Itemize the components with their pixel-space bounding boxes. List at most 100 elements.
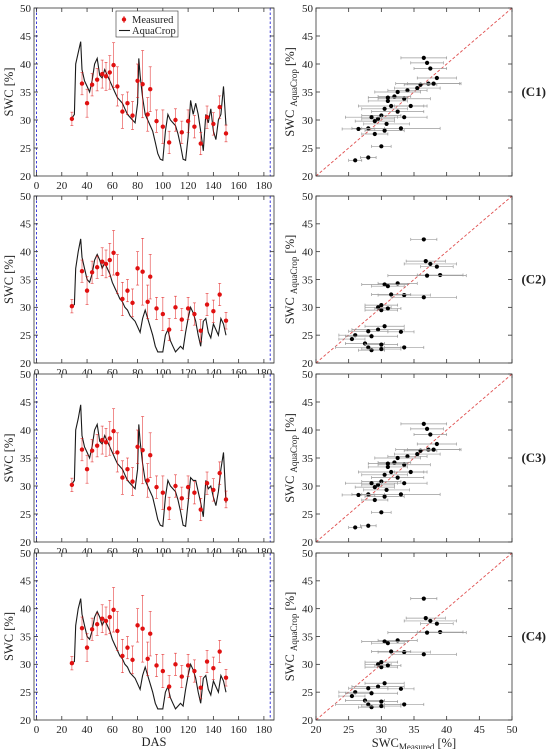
scatter-point <box>369 348 374 353</box>
scatter-point <box>375 305 381 310</box>
x-axis-label: SWCMeasured [%] <box>372 736 456 749</box>
measured-point <box>120 109 125 114</box>
scatter-point <box>398 126 404 131</box>
y-tick-label: 30 <box>20 302 32 314</box>
measured-point <box>103 261 109 267</box>
measured-point <box>100 259 105 264</box>
y-axis-label: SWC AquaCrop [%] <box>283 592 299 682</box>
y-axis-label-unit: [%] <box>283 592 297 614</box>
y-axis-label: SWC AquaCrop [%] <box>283 235 299 325</box>
scatter-point <box>375 482 381 487</box>
scatter-point <box>405 454 410 459</box>
y-tick-label: 40 <box>20 425 32 437</box>
scatter-point <box>379 346 384 352</box>
measured-point <box>100 616 105 621</box>
x-tick-label: 40 <box>82 546 94 558</box>
y-tick-label: 25 <box>302 687 314 699</box>
y-tick-label: 40 <box>20 603 32 615</box>
scatter-point <box>428 432 433 437</box>
scatter-point <box>434 621 439 626</box>
measured-point <box>211 309 216 314</box>
measured-point <box>160 490 166 495</box>
y-axis-label-unit: [%] <box>283 235 297 257</box>
panel-label: (C3) <box>521 450 546 465</box>
legend-measured-label: Measured <box>132 15 174 26</box>
measured-point <box>89 82 95 87</box>
measured-point <box>198 328 203 333</box>
x-tick-label: 40 <box>82 724 94 736</box>
x-tick-label: 180 <box>256 724 273 736</box>
scatter-point <box>385 95 390 100</box>
scatter-point <box>379 342 384 347</box>
measured-point <box>154 484 159 490</box>
y-axis-label-subscript: AquaCrop <box>289 435 299 473</box>
scatter-point <box>382 472 387 477</box>
scatter-point <box>379 144 384 149</box>
measured-point <box>79 625 85 631</box>
measured-point <box>111 250 116 255</box>
measured-point <box>185 118 191 124</box>
measured-point <box>198 685 203 690</box>
scatter-point <box>366 523 371 528</box>
y-tick-label: 50 <box>20 3 32 15</box>
y-tick-label: 40 <box>20 246 32 258</box>
y-tick-label: 25 <box>302 143 314 155</box>
scatter-point <box>384 121 389 127</box>
measured-point <box>140 81 145 87</box>
scatter-point <box>369 481 374 486</box>
measured-point <box>179 674 184 679</box>
scatter-point <box>385 663 390 668</box>
y-tick-label: 45 <box>302 219 314 231</box>
y-tick-label: 25 <box>302 509 314 521</box>
scatter-point <box>395 638 400 643</box>
measured-point <box>166 684 172 689</box>
y-axis-label: SWC [%] <box>2 255 16 304</box>
measured-point <box>173 662 178 667</box>
measured-point <box>140 626 145 631</box>
x-tick-label: 30 <box>376 724 388 736</box>
y-tick-label: 30 <box>302 115 314 127</box>
scatter-point <box>428 66 433 71</box>
y-tick-label: 30 <box>20 659 32 671</box>
scatter-point <box>408 103 413 109</box>
y-tick-label: 45 <box>20 397 32 409</box>
y-tick-label: 35 <box>302 274 314 286</box>
measured-point <box>166 140 172 145</box>
scatter-point <box>389 292 394 297</box>
scatter-point <box>366 329 371 334</box>
measured-point <box>160 668 166 674</box>
measured-point <box>135 623 140 628</box>
scatter-point <box>382 128 387 133</box>
y-axis-label-main: SWC <box>283 294 297 324</box>
scatter-point <box>382 494 387 499</box>
x-axis-label-unit: [%] <box>434 736 456 749</box>
scatter-point <box>369 334 374 339</box>
measured-point <box>84 288 90 293</box>
measured-point <box>69 116 75 122</box>
scatter-point <box>421 237 426 242</box>
scatter-point <box>438 272 443 278</box>
scatter-point <box>353 690 358 695</box>
x-tick-label: 25 <box>343 724 355 736</box>
y-tick-label: 20 <box>20 537 32 549</box>
scatter-point <box>424 426 430 431</box>
y-tick-label: 25 <box>20 143 32 155</box>
measured-point <box>115 84 120 89</box>
y-axis-label-main: SWC <box>283 651 297 681</box>
scatter-point <box>398 686 404 691</box>
measured-point <box>69 304 75 309</box>
y-tick-label: 50 <box>302 548 314 560</box>
scatter-point <box>389 649 394 654</box>
scatter-panel-c2: 20 25 30 35 40 45 50 SWC AquaCrop [%] (C2) <box>283 191 546 370</box>
x-tick-label: 50 <box>507 724 519 736</box>
measured-point <box>115 628 120 634</box>
scatter-point <box>369 705 374 710</box>
y-tick-label: 20 <box>20 715 32 727</box>
measured-point <box>192 668 197 674</box>
measured-point <box>115 450 120 455</box>
measured-point <box>125 288 130 293</box>
measured-point <box>135 78 140 84</box>
measured-point <box>145 656 150 661</box>
x-axis-label: DAS <box>141 735 166 749</box>
